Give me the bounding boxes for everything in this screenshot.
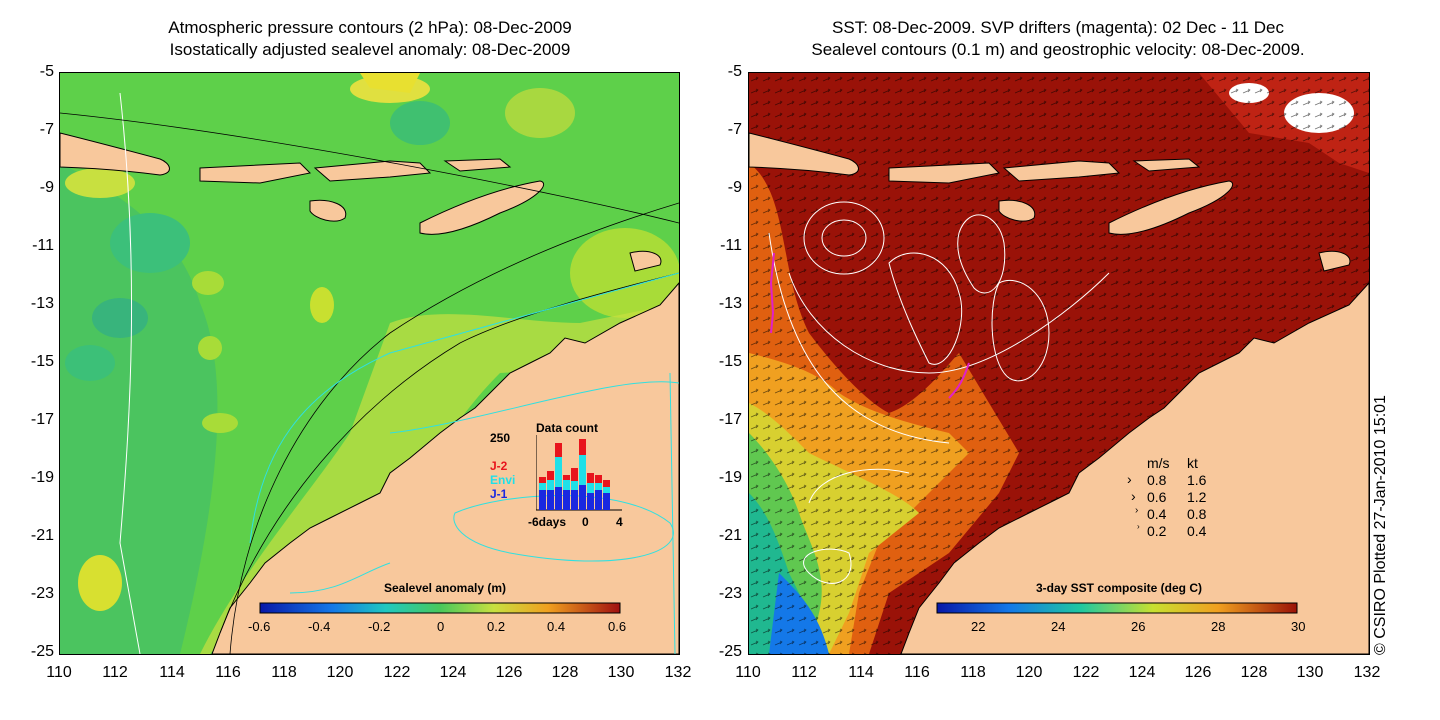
arrow-icon: › [1137,522,1140,531]
left-map-sealevel-anomaly: Sealevel anomaly (m) -0.6 -0.4 -0.2 0 0.… [59,72,680,655]
data-count-ymax: 250 [490,431,511,445]
data-count-inset: Data count 250 J-2 Envi J-1 -6days 0 4 [490,421,630,531]
x-tick: 114 [848,664,874,681]
x-tick: 124 [439,664,467,681]
velocity-legend-header-ms: m/s [1147,455,1170,471]
y-tick: -19 [30,469,54,486]
y-tick: -19 [718,469,742,486]
y-tick: -21 [30,527,54,544]
x-tick: 112 [102,664,128,681]
left-map-canvas [60,73,679,654]
x-tick: 128 [1240,664,1268,681]
x-tick: 130 [607,664,635,681]
left-colorbar-label: Sealevel anomaly (m) [383,581,507,595]
right-map-sst: 3-day SST composite (deg C) 22 24 26 28 … [748,72,1370,655]
arrow-icon: › [1131,488,1136,504]
velocity-legend-ms: 0.4 [1147,506,1167,522]
x-tick: 116 [215,664,241,681]
x-tick: 110 [46,664,72,681]
velocity-legend-ms: 0.2 [1147,523,1167,539]
right-colorbar-ticks: 22 24 26 28 30 [937,619,1337,635]
y-tick: -15 [718,353,742,370]
data-count-bars [536,435,622,511]
left-colorbar-tick: -0.6 [248,619,271,634]
x-tick: 126 [495,664,523,681]
y-tick: -17 [718,411,742,428]
x-tick: 132 [664,664,692,681]
x-tick: 124 [1128,664,1156,681]
left-colorbar-tick: 0.6 [608,619,627,634]
right-title-line2: Sealevel contours (0.1 m) and geostrophi… [811,40,1305,59]
x-tick: 112 [791,664,817,681]
left-colorbar-tick: 0.4 [547,619,566,634]
y-tick: -21 [718,527,742,544]
left-colorbar-tick: 0 [437,619,445,634]
y-tick: -23 [718,585,742,602]
left-colorbar-tick: -0.2 [368,619,391,634]
y-tick: -7 [727,121,742,138]
y-tick: -11 [32,237,54,254]
y-tick: -7 [39,121,54,138]
velocity-legend-kt: 0.8 [1187,506,1207,522]
data-count-xlabel: -6days [528,515,567,529]
left-title-line1: Atmospheric pressure contours (2 hPa): 0… [168,18,572,37]
x-tick: 118 [271,664,297,681]
data-count-xlabel: 4 [616,515,623,529]
left-colorbar-tick: -0.4 [308,619,331,634]
velocity-legend-ms: 0.8 [1147,472,1167,488]
y-tick: -11 [720,237,742,254]
y-tick: -25 [718,643,742,660]
right-title-line1: SST: 08-Dec-2009. SVP drifters (magenta)… [832,18,1284,37]
velocity-legend-kt: 1.2 [1187,489,1207,505]
x-tick: 122 [383,664,411,681]
velocity-legend-header-kt: kt [1187,455,1198,471]
x-tick: 118 [960,664,986,681]
velocity-legend-kt: 1.6 [1187,472,1207,488]
x-tick: 132 [1353,664,1381,681]
right-colorbar-tick: 22 [971,619,986,634]
arrow-icon: › [1135,505,1139,516]
y-tick: -23 [30,585,54,602]
y-tick: -13 [30,295,54,312]
right-colorbar-tick: 24 [1051,619,1066,634]
x-tick: 116 [904,664,930,681]
right-colorbar-tick: 26 [1131,619,1146,634]
copyright-note: © CSIRO Plotted 27-Jan-2010 15:01 [1372,395,1389,655]
data-count-title: Data count [536,421,599,435]
x-tick: 122 [1072,664,1100,681]
y-tick: -25 [30,643,54,660]
y-tick: -9 [727,179,742,196]
y-tick: -15 [30,353,54,370]
right-map-canvas [749,73,1369,654]
data-count-legend-j1: J-1 [490,487,508,501]
data-count-legend-j2: J-2 [490,459,508,473]
x-tick: 128 [551,664,579,681]
left-colorbar-ticks: -0.6 -0.4 -0.2 0 0.2 0.4 0.6 [240,619,640,635]
x-tick: 114 [159,664,185,681]
x-tick: 130 [1296,664,1324,681]
right-colorbar-tick: 30 [1291,619,1306,634]
arrow-icon: › [1127,471,1132,487]
data-count-legend-envi: Envi [490,473,516,487]
left-title-line2: Isostatically adjusted sealevel anomaly:… [169,40,571,59]
right-colorbar-label: 3-day SST composite (deg C) [1035,581,1203,595]
right-colorbar-tick: 28 [1211,619,1226,634]
velocity-legend-ms: 0.6 [1147,489,1167,505]
left-colorbar-tick: 0.2 [487,619,506,634]
y-tick: -5 [727,63,742,80]
y-tick: -13 [718,295,742,312]
data-count-xlabel: 0 [582,515,589,529]
velocity-legend-kt: 0.4 [1187,523,1207,539]
y-tick: -17 [30,411,54,428]
velocity-legend: m/s kt › 0.8 1.6 › 0.6 1.2 › 0.4 0.8 › 0… [1127,455,1237,545]
y-tick: -5 [39,63,54,80]
x-tick: 120 [1015,664,1043,681]
x-tick: 120 [326,664,354,681]
x-tick: 110 [735,664,761,681]
x-tick: 126 [1184,664,1212,681]
y-tick: -9 [39,179,54,196]
